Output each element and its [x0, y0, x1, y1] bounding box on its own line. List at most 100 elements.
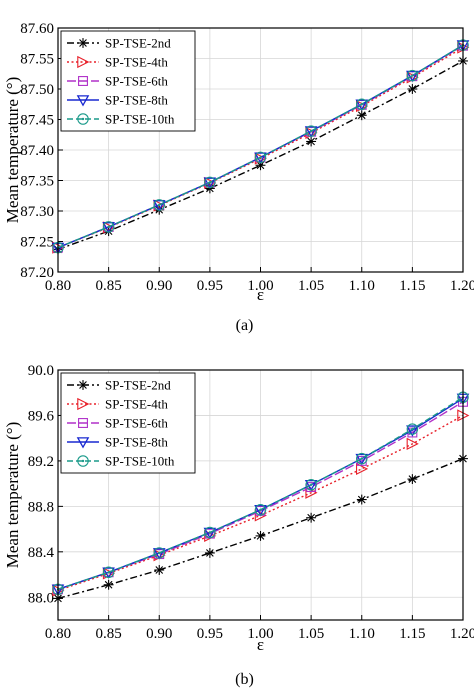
chart-a: 0.80 0.85 0.90 0.95 1.00 1.05 1.10 1.15 1.20 87.2…: [3, 21, 474, 334]
y-tick-label: 87.40: [20, 143, 54, 159]
data-point: [309, 129, 313, 133]
data-point: [102, 566, 115, 579]
data-point: [307, 137, 315, 146]
x-tick-label: 1.10: [349, 278, 375, 294]
data-point: [153, 199, 166, 211]
data-point: [357, 111, 366, 120]
x-tick-label: 0.95: [197, 278, 223, 294]
data-point: [406, 437, 419, 450]
data-point: [411, 74, 414, 77]
y-tick-label: 87.25: [20, 235, 54, 251]
data-point: [254, 504, 267, 516]
data-point: [152, 200, 166, 212]
x-tick-label: 1.15: [399, 626, 425, 642]
x-axis-label: ε: [257, 285, 264, 304]
legend-marker: [77, 397, 90, 411]
data-point: [355, 99, 369, 111]
y-tick-label: 87.45: [20, 113, 54, 129]
legend-marker: [76, 437, 90, 449]
data-point: [355, 453, 369, 466]
data-point: [408, 475, 417, 483]
legend-marker: [76, 95, 90, 107]
y-tick-label: 90.0: [28, 363, 54, 379]
data-point: [153, 547, 166, 559]
data-point: [304, 126, 318, 138]
legend-marker: [77, 55, 90, 69]
y-tick-label: 87.60: [20, 21, 54, 37]
data-point: [357, 495, 366, 504]
legend-label: SP-TSE-8th: [105, 93, 168, 108]
y-tick-label: 88.0: [28, 590, 54, 606]
legend-marker: [79, 39, 87, 47]
x-tick-label: 1.10: [349, 626, 375, 642]
data-point: [259, 156, 262, 159]
data-point: [254, 504, 267, 517]
legend-label: SP-TSE-2nd: [105, 378, 171, 393]
x-tick-label: 0.85: [96, 278, 122, 294]
data-point: [305, 479, 317, 491]
figure-caption: (a): [236, 317, 254, 334]
data-point: [155, 566, 164, 574]
figure-caption: (b): [235, 671, 254, 688]
x-tick-label: 1.20: [450, 626, 474, 642]
data-point: [102, 222, 115, 234]
data-point: [307, 513, 315, 522]
legend-label: SP-TSE-6th: [105, 74, 168, 89]
data-point: [256, 532, 265, 540]
data-point: [360, 457, 363, 460]
x-tick-label: 0.95: [197, 626, 223, 642]
data-point: [406, 425, 419, 437]
x-tick-label: 0.80: [45, 626, 71, 642]
x-tick-label: 0.90: [146, 278, 172, 294]
legend-marker: [81, 117, 85, 121]
y-tick-label: 87.50: [20, 82, 54, 98]
x-tick-label: 1.05: [298, 278, 324, 294]
data-point: [256, 161, 265, 170]
legend-label: SP-TSE-2nd: [105, 36, 171, 51]
y-axis-label: Mean temperature (°): [3, 422, 22, 569]
legend-marker: [79, 381, 87, 389]
series-line: [57, 60, 464, 251]
legend-label: SP-TSE-10th: [105, 454, 175, 469]
data-point: [104, 580, 113, 589]
x-tick-label: 1.00: [247, 278, 273, 294]
data-point: [406, 69, 419, 82]
plot-frame: [57, 27, 464, 273]
y-tick-label: 89.6: [28, 408, 55, 424]
y-tick-label: 87.55: [20, 52, 54, 68]
x-tick-label: 0.85: [96, 626, 122, 642]
y-axis-label: Mean temperature (°): [3, 77, 22, 224]
legend-marker: [77, 113, 89, 125]
data-point: [206, 549, 214, 557]
legend-marker: [81, 459, 85, 463]
legend-marker: [78, 418, 88, 428]
data-point: [254, 509, 267, 522]
data-point: [208, 181, 212, 184]
legend-label: SP-TSE-4th: [105, 397, 168, 412]
legend-label: SP-TSE-8th: [105, 435, 168, 450]
x-tick-label: 1.20: [450, 278, 474, 294]
data-point: [355, 462, 369, 475]
y-tick-label: 88.4: [28, 545, 55, 561]
data-point: [355, 452, 368, 465]
data-point: [254, 151, 267, 164]
x-tick-label: 1.15: [399, 278, 425, 294]
data-point: [102, 221, 115, 233]
x-tick-label: 1.00: [247, 626, 273, 642]
data-point: [204, 526, 216, 539]
data-point: [406, 70, 419, 83]
data-point: [406, 423, 419, 435]
data-point: [309, 483, 313, 486]
data-point: [158, 203, 161, 207]
y-tick-label: 87.20: [20, 265, 54, 281]
x-tick-label: 0.80: [45, 278, 71, 294]
data-point: [203, 527, 217, 540]
data-point: [355, 98, 368, 111]
data-point: [107, 225, 110, 229]
x-tick-label: 0.90: [146, 626, 172, 642]
data-point: [411, 427, 414, 431]
chart-b: 0.80 0.85 0.90 0.95 1.00 1.05 1.10 1.15 1.20 88.0…: [3, 363, 474, 688]
legend-marker: [78, 76, 88, 86]
legend-marker: [77, 455, 89, 467]
